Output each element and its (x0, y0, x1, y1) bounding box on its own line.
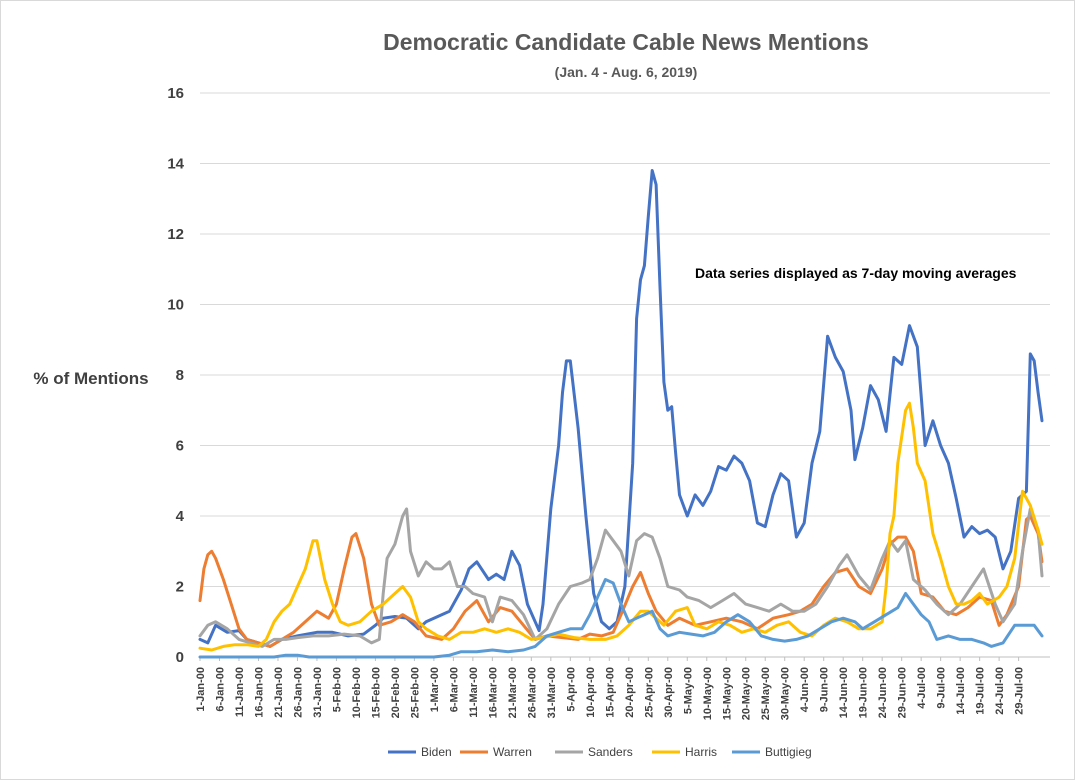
series-line-warren (198, 514, 1044, 648)
x-tick-label: 14-Jul-00 (955, 667, 967, 715)
x-tick-label: 25-Feb-00 (409, 667, 421, 718)
x-tick-label: 26-Jan-00 (292, 667, 304, 718)
x-tick-label: 11-Mar-00 (468, 667, 480, 718)
x-tick-label: 5-May-00 (682, 667, 694, 714)
y-tick-label: 8 (176, 367, 184, 384)
x-tick-label: 1-Mar-00 (429, 667, 441, 712)
y-tick-label: 4 (176, 508, 185, 525)
x-tick-label: 20-May-00 (741, 667, 753, 720)
x-tick-label: 31-Jan-00 (312, 667, 324, 718)
y-axis-label: % of Mentions (33, 369, 148, 388)
x-tick-label: 5-Apr-00 (565, 667, 577, 712)
x-tick-label: 14-Jun-00 (838, 667, 850, 718)
chart-title: Democratic Candidate Cable News Mentions (383, 29, 869, 55)
x-tick-label: 21-Mar-00 (507, 667, 519, 718)
x-tick-label: 19-Jun-00 (858, 667, 870, 718)
chart-subtitle: (Jan. 4 - Aug. 6, 2019) (555, 64, 698, 80)
x-tick-label: 10-Feb-00 (351, 667, 363, 718)
x-tick-label: 6-Mar-00 (448, 667, 460, 712)
x-tick-label: 16-Mar-00 (487, 667, 499, 718)
y-tick-label: 2 (176, 579, 184, 596)
gridlines (200, 92, 1050, 658)
y-tick-label: 14 (167, 156, 184, 173)
y-tick-label: 6 (176, 438, 184, 455)
y-tick-labels: 0 2 4 6 8 10 12 14 16 (167, 85, 184, 666)
x-tick-label: 30-May-00 (780, 667, 792, 720)
x-tick-label: 4-Jun-00 (799, 667, 811, 712)
x-tick-label: 21-Jan-00 (273, 667, 285, 718)
x-tick-label: 29-Jul-00 (1014, 667, 1026, 715)
x-tick-label: 30-Apr-00 (663, 667, 675, 718)
x-tick-label: 24-Jul-00 (994, 667, 1006, 715)
y-tick-label: 12 (167, 226, 184, 243)
x-tick-label: 15-May-00 (721, 667, 733, 720)
y-tick-label: 0 (176, 649, 184, 666)
legend: Biden Warren Sanders Harris Buttigieg (388, 745, 812, 759)
x-tick-label: 10-May-00 (702, 667, 714, 720)
x-tick-label: 6-Jan-00 (214, 667, 226, 712)
x-tick-label: 9-Jul-00 (936, 667, 948, 709)
x-tick-label: 10-Apr-00 (585, 667, 597, 718)
x-tick-label: 25-Apr-00 (643, 667, 655, 718)
x-tick-label: 16-Jan-00 (253, 667, 265, 718)
chart-annotation: Data series displayed as 7-day moving av… (695, 265, 1017, 281)
x-tick-label: 9-Jun-00 (819, 667, 831, 712)
legend-label-warren: Warren (493, 745, 532, 759)
x-tick-label: 15-Feb-00 (370, 667, 382, 718)
x-tick-label: 1-Jan-00 (195, 667, 207, 712)
series-line-biden (198, 169, 1044, 648)
x-tick-labels: 1-Jan-00 6-Jan-00 11-Jan-00 16-Jan-00 21-Jan… (195, 657, 1026, 720)
x-tick-label: 26-Mar-00 (526, 667, 538, 718)
x-tick-label: 15-Apr-00 (604, 667, 616, 718)
x-tick-label: 19-Jul-00 (975, 667, 987, 715)
x-tick-label: 29-Jun-00 (897, 667, 909, 718)
series-line-sanders (198, 507, 1044, 648)
x-tick-label: 5-Feb-00 (331, 667, 343, 712)
series-line-buttigieg (198, 578, 1044, 659)
x-tick-label: 11-Jan-00 (234, 667, 246, 717)
legend-label-sanders: Sanders (588, 745, 633, 759)
x-tick-label: 31-Mar-00 (546, 667, 558, 718)
x-tick-label: 20-Feb-00 (390, 667, 402, 718)
legend-label-buttigieg: Buttigieg (765, 745, 812, 759)
series-lines (198, 169, 1044, 659)
x-tick-label: 4-Jul-00 (916, 667, 928, 709)
legend-label-biden: Biden (421, 745, 452, 759)
x-tick-label: 20-Apr-00 (624, 667, 636, 718)
y-tick-label: 10 (167, 297, 184, 314)
x-tick-label: 25-May-00 (760, 667, 772, 720)
y-tick-label: 16 (167, 85, 184, 102)
x-tick-label: 24-Jun-00 (877, 667, 889, 718)
legend-label-harris: Harris (685, 745, 717, 759)
